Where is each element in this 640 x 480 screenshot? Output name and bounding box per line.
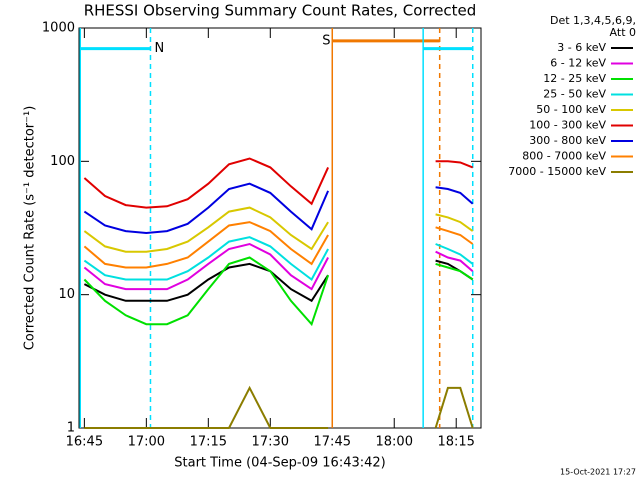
series-line — [83, 262, 329, 303]
legend-label: 800 - 7000 keV — [522, 150, 606, 163]
series-line — [435, 186, 474, 205]
series-line — [83, 256, 330, 327]
series-line — [435, 250, 474, 272]
legend-label: 6 - 12 keV — [550, 57, 606, 70]
x-tick-label: 17:00 — [128, 435, 165, 450]
y-tick-label: 1000 — [42, 21, 75, 36]
legend-label: 7000 - 15000 keV — [508, 165, 606, 178]
series-line — [83, 221, 329, 269]
legend-label: 100 - 300 keV — [529, 119, 606, 132]
series-line — [83, 182, 330, 235]
y-tick-label: 10 — [58, 287, 75, 302]
series-line — [83, 242, 329, 291]
series-line — [435, 226, 474, 245]
legend-label: 12 - 25 keV — [543, 72, 606, 85]
legend-label: 300 - 800 keV — [529, 134, 606, 147]
y-tick-label: 100 — [50, 154, 75, 169]
legend-label: 3 - 6 keV — [557, 41, 606, 54]
x-tick-label: 17:45 — [314, 435, 351, 450]
x-tick-label: 16:45 — [66, 435, 103, 450]
series-line — [434, 386, 474, 429]
series-line — [84, 385, 329, 429]
interval-label: N — [154, 41, 164, 56]
series-line — [435, 262, 474, 281]
x-tick-label: 17:30 — [252, 435, 289, 450]
legend-label: 25 - 50 keV — [543, 88, 606, 101]
series-line — [83, 157, 330, 209]
legend-title: Det 1,3,4,5,6,9, — [550, 14, 636, 27]
x-tick-label: 17:15 — [190, 435, 227, 450]
x-tick-label: 18:15 — [437, 435, 474, 450]
series-line — [435, 243, 474, 265]
y-tick-label: 1 — [67, 421, 75, 436]
chart-title: RHESSI Observing Summary Count Rates, Co… — [84, 2, 477, 20]
interval-label: S — [322, 33, 330, 48]
y-axis-label: Corrected Count Rate (s⁻¹ detector⁻¹) — [23, 106, 38, 351]
series-line — [83, 236, 329, 281]
legend-title: Att 0 — [610, 26, 636, 39]
x-tick-label: 18:00 — [376, 435, 413, 450]
legend-label: 50 - 100 keV — [536, 103, 606, 116]
series-line — [83, 206, 329, 253]
footer: 15-Oct-2021 17:27 — [560, 468, 636, 477]
x-axis-label: Start Time (04-Sep-09 16:43:42) — [174, 456, 385, 471]
series-line — [435, 213, 474, 232]
series-line — [435, 160, 474, 169]
